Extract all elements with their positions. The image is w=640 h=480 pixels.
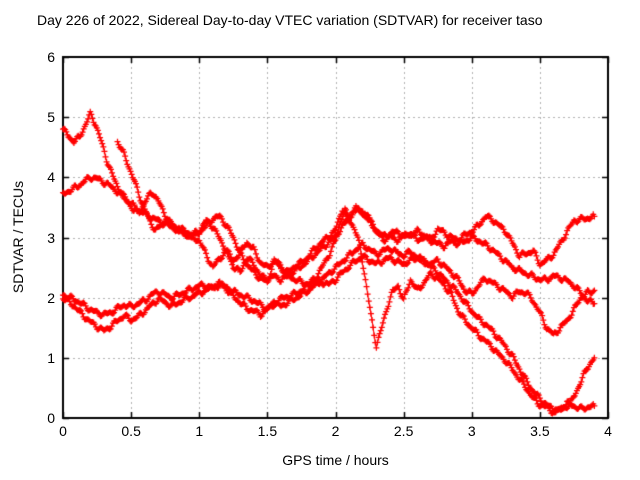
y-tick-label: 4 xyxy=(47,169,55,186)
x-tick-label: 2 xyxy=(331,423,340,439)
x-tick-label: 3 xyxy=(467,423,476,439)
y-tick-label: 6 xyxy=(47,49,55,65)
x-axis-label: GPS time / hours xyxy=(282,452,389,468)
x-tick-label: 4 xyxy=(604,423,612,439)
chart-title: Day 226 of 2022, Sidereal Day-to-day VTE… xyxy=(37,12,543,28)
x-tick-label: 0 xyxy=(59,423,67,439)
y-tick-label: 0 xyxy=(47,410,55,426)
x-tick-label: 0.5 xyxy=(121,423,141,439)
y-tick-label: 2 xyxy=(47,289,55,306)
y-tick-label: 3 xyxy=(47,229,55,246)
x-tick-label: 1.5 xyxy=(257,423,278,439)
y-tick-label: 5 xyxy=(47,109,55,126)
x-tick-label: 1 xyxy=(195,423,204,439)
x-tick-label: 3.5 xyxy=(530,423,550,439)
x-tick-label: 2.5 xyxy=(393,423,414,439)
y-tick-label: 1 xyxy=(47,349,55,366)
